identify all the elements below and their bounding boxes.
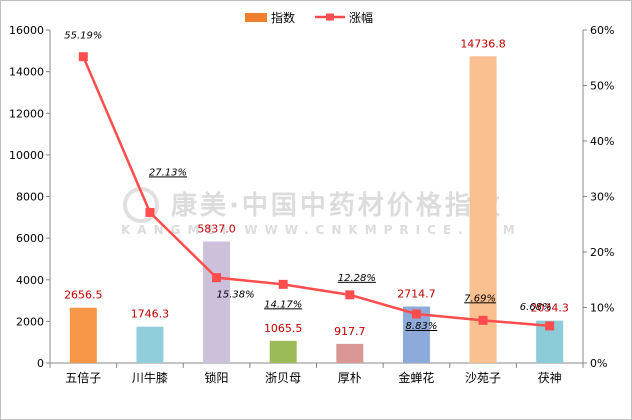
bar-value-label: 2034.3 bbox=[530, 302, 569, 315]
bar-value-label: 917.7 bbox=[334, 325, 366, 338]
left-axis-ticks: 0 2000 4000 6000 8000 10000 12000 14000 16000 bbox=[9, 24, 50, 370]
category-label: 浙贝母 bbox=[265, 371, 301, 385]
change-value-label: 12.28% bbox=[338, 273, 376, 284]
legend: 指数 涨幅 bbox=[245, 10, 373, 25]
left-tick-label: 8000 bbox=[16, 191, 44, 204]
right-tick-label: 10% bbox=[590, 302, 614, 315]
line-series bbox=[78, 52, 555, 331]
category-label: 锁阳 bbox=[205, 370, 229, 385]
category-label: 沙苑子 bbox=[465, 371, 501, 385]
left-tick-label: 10000 bbox=[9, 149, 44, 162]
change-marker bbox=[278, 279, 288, 289]
right-tick-label: 30% bbox=[590, 191, 614, 204]
change-marker bbox=[411, 309, 421, 319]
change-value-label: 27.13% bbox=[149, 167, 187, 178]
bar-value-labels: 2656.5 1746.3 5837.0 1065.5 917.7 2714.7 14736… bbox=[64, 37, 569, 338]
bar-value-label: 14736.8 bbox=[460, 37, 506, 50]
bar-value-label: 1065.5 bbox=[264, 322, 303, 335]
change-value-label: 14.17% bbox=[264, 299, 302, 310]
right-tick-label: 50% bbox=[590, 80, 614, 93]
watermark-main-text: 康美·中国中药材价格指数 bbox=[171, 190, 503, 221]
category-labels: 五倍子 川牛膝 锁阳 浙贝母 厚朴 金蝉花 沙苑子 茯神 bbox=[49, 363, 584, 385]
change-marker bbox=[212, 273, 222, 283]
legend-swatch-index bbox=[245, 13, 267, 22]
legend-label-index: 指数 bbox=[271, 10, 295, 25]
right-axis-ticks: 0% 10% 20% 30% 40% 50% 60% bbox=[583, 24, 614, 370]
change-value-label: 55.19% bbox=[64, 31, 102, 42]
change-line bbox=[82, 56, 550, 328]
change-marker bbox=[545, 321, 555, 331]
bar bbox=[136, 326, 164, 363]
bar-value-label: 2656.5 bbox=[64, 289, 103, 302]
bar-value-label: 5837.0 bbox=[197, 223, 236, 236]
bar bbox=[203, 241, 231, 363]
bar-value-label: 1746.3 bbox=[131, 308, 170, 321]
line-value-labels: 55.19% 27.13% 15.38% 14.17% 12.28% 8.83% 7.69%… bbox=[64, 31, 551, 332]
left-tick-label: 14000 bbox=[9, 66, 44, 79]
bar-value-label: 2714.7 bbox=[397, 288, 436, 301]
right-tick-label: 40% bbox=[590, 135, 614, 148]
right-tick-label: 0% bbox=[590, 357, 607, 370]
bar bbox=[336, 343, 364, 363]
change-value-label: 7.69% bbox=[464, 293, 496, 304]
left-tick-label: 12000 bbox=[9, 107, 44, 120]
category-label: 五倍子 bbox=[65, 370, 101, 385]
change-marker bbox=[145, 207, 155, 217]
change-value-label: 15.38% bbox=[216, 290, 254, 301]
category-label: 川牛膝 bbox=[132, 370, 168, 385]
left-tick-label: 6000 bbox=[16, 232, 44, 245]
legend-swatch-change-marker bbox=[326, 13, 334, 21]
legend-label-change: 涨幅 bbox=[349, 10, 373, 25]
right-tick-label: 60% bbox=[590, 24, 614, 37]
change-marker bbox=[345, 290, 355, 300]
watermark-sub-text: KANGMEI WWW.CNKMPRICE.COM bbox=[121, 223, 522, 237]
watermark: 康美·中国中药材价格指数 KANGMEI WWW.CNKMPRICE.COM bbox=[121, 187, 522, 237]
category-label: 茯神 bbox=[538, 371, 562, 385]
bar-series bbox=[69, 56, 564, 364]
change-marker bbox=[78, 52, 88, 62]
bar bbox=[69, 307, 97, 363]
left-tick-label: 16000 bbox=[9, 24, 44, 37]
category-label: 金蝉花 bbox=[398, 370, 434, 385]
left-tick-label: 0 bbox=[37, 357, 44, 370]
left-tick-label: 4000 bbox=[16, 274, 44, 287]
change-marker bbox=[478, 315, 488, 325]
right-tick-label: 20% bbox=[590, 246, 614, 259]
bar bbox=[469, 56, 497, 364]
category-label: 厚朴 bbox=[338, 370, 362, 385]
left-tick-label: 2000 bbox=[16, 315, 44, 328]
change-value-label: 8.83% bbox=[406, 321, 438, 332]
change-value-label: 6.68% bbox=[520, 302, 552, 313]
bar bbox=[269, 340, 297, 363]
